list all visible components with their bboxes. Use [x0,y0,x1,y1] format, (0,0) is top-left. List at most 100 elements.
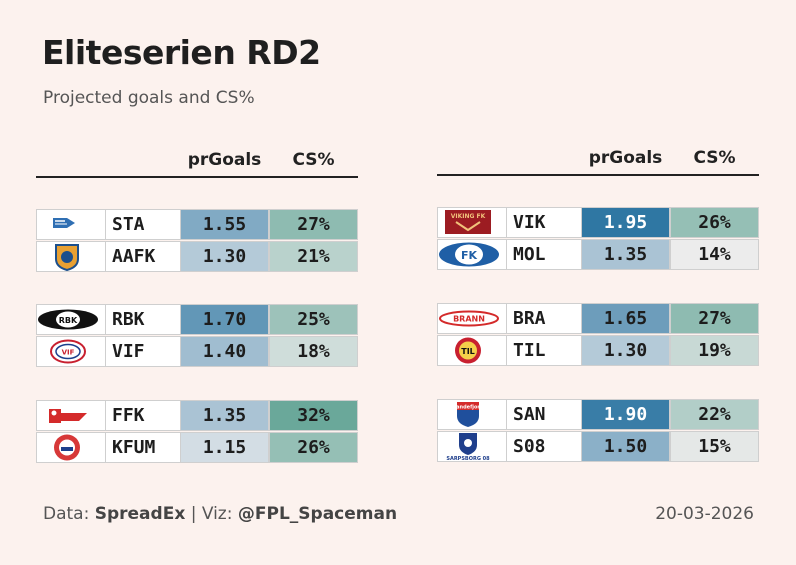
right-table-panel: prGoals CS% VIKING FK VIK 1.95 26% FK MOL 1.35… [437,148,759,468]
page-title: Eliteserien RD2 [42,33,321,72]
team-row: RBK RBK 1.70 25% [36,304,358,335]
team-row: FFK 1.35 32% [36,400,358,431]
team-code: VIF [106,336,180,367]
viking-logo: VIKING FK [437,207,507,238]
team-code: FFK [106,400,180,431]
team-code: SAN [507,399,581,430]
rosenborg-logo-graphic: RBK [38,309,98,330]
kfum-logo-graphic [54,434,80,461]
match-group: STA 1.55 27% AAFK 1.30 21% [36,209,358,273]
team-code: STA [106,209,180,240]
molde-logo: FK [437,239,507,270]
match-group: FFK 1.35 32% KFUM 1.15 26% [36,400,358,464]
sarpsborg-logo: SARPSBORG 08 [437,431,507,462]
tromso-logo: TIL [437,335,507,366]
match-group: RBK RBK 1.70 25% VIF VIF 1.40 18% [36,304,358,368]
match-group: VIKING FK VIK 1.95 26% FK MOL 1.35 14% [437,207,759,271]
sandefjord-logo: Sandefjord [437,399,507,430]
tromso-logo-graphic: TIL [455,337,481,364]
team-code: VIK [507,207,581,238]
prgoals-cell: 1.30 [581,335,670,366]
cs-header: CS% [693,148,736,168]
team-row: BRANN BRA 1.65 27% [437,303,759,334]
team-code: BRA [507,303,581,334]
header-divider [437,174,759,176]
team-row: KFUM 1.15 26% [36,432,358,463]
stabaek-logo-graphic [53,218,75,228]
aalesund-logo-graphic [55,244,79,271]
cs-cell: 32% [269,400,358,431]
svg-text:BRANN: BRANN [453,315,485,324]
prgoals-header: prGoals [588,148,663,168]
kfum-logo [36,432,106,463]
cs-cell: 14% [670,239,759,270]
aalesund-logo [36,241,106,272]
team-code: RBK [106,304,180,335]
team-row: Sandefjord SAN 1.90 22% [437,399,759,430]
cs-cell: 27% [670,303,759,334]
team-row: VIKING FK VIK 1.95 26% [437,207,759,238]
stabaek-logo [36,209,106,240]
team-row: TIL TIL 1.30 19% [437,335,759,366]
team-row: AAFK 1.30 21% [36,241,358,272]
prgoals-header: prGoals [187,150,262,170]
svg-text:RBK: RBK [59,316,78,325]
team-code: KFUM [106,432,180,463]
cs-cell: 25% [269,304,358,335]
prgoals-cell: 1.30 [180,241,269,272]
team-code: TIL [507,335,581,366]
match-group: BRANN BRA 1.65 27% TIL TIL 1.30 19% [437,303,759,367]
prgoals-cell: 1.15 [180,432,269,463]
svg-text:TIL: TIL [461,347,475,356]
prgoals-cell: 1.50 [581,431,670,462]
data-source: SpreadEx [94,504,186,524]
cs-cell: 22% [670,399,759,430]
header-divider [36,176,358,178]
cs-cell: 18% [269,336,358,367]
svg-text:VIKING FK: VIKING FK [451,213,486,220]
team-row: FK MOL 1.35 14% [437,239,759,270]
viz-author: @FPL_Spaceman [237,504,398,524]
brann-logo: BRANN [437,303,507,334]
team-row: VIF VIF 1.40 18% [36,336,358,367]
prgoals-cell: 1.40 [180,336,269,367]
match-group: Sandefjord SAN 1.90 22% SARPSBORG 08 S08 1.50 1… [437,399,759,463]
cs-header: CS% [292,150,335,170]
prgoals-cell: 1.65 [581,303,670,334]
team-code: S08 [507,431,581,462]
cs-cell: 15% [670,431,759,462]
data-label: Data: [43,504,90,524]
cs-cell: 26% [670,207,759,238]
footer-credits: Data: SpreadEx | Viz: @FPL_Spaceman [43,504,397,524]
prgoals-cell: 1.55 [180,209,269,240]
prgoals-cell: 1.35 [180,400,269,431]
prgoals-cell: 1.95 [581,207,670,238]
prgoals-cell: 1.90 [581,399,670,430]
svg-text:Sandefjord: Sandefjord [453,405,484,411]
svg-text:FK: FK [461,249,478,262]
footer-separator: | [190,504,197,524]
cs-cell: 19% [670,335,759,366]
team-code: AAFK [106,241,180,272]
cs-cell: 26% [269,432,358,463]
team-row: STA 1.55 27% [36,209,358,240]
team-code: MOL [507,239,581,270]
viz-label: Viz: [201,504,233,524]
prgoals-cell: 1.70 [180,304,269,335]
fredrikstad-logo [36,400,106,431]
cs-cell: 21% [269,241,358,272]
valerenga-logo-graphic: VIF [50,339,86,364]
brann-logo-graphic: BRANN [439,310,499,327]
svg-text:SARPSBORG 08: SARPSBORG 08 [446,456,490,461]
rosenborg-logo: RBK [36,304,106,335]
molde-logo-graphic: FK [439,242,499,267]
cs-cell: 27% [269,209,358,240]
prgoals-cell: 1.35 [581,239,670,270]
footer-date: 20-03-2026 [655,504,754,524]
page-subtitle: Projected goals and CS% [43,88,255,108]
left-table-panel: prGoals CS% STA 1.55 27% AAFK 1.30 21% RBK RBK 1… [36,150,358,470]
fredrikstad-logo-graphic [49,409,87,423]
team-row: SARPSBORG 08 S08 1.50 15% [437,431,759,462]
sandefjord-logo-graphic: Sandefjord [453,402,484,427]
viking-logo-graphic: VIKING FK [445,210,491,234]
